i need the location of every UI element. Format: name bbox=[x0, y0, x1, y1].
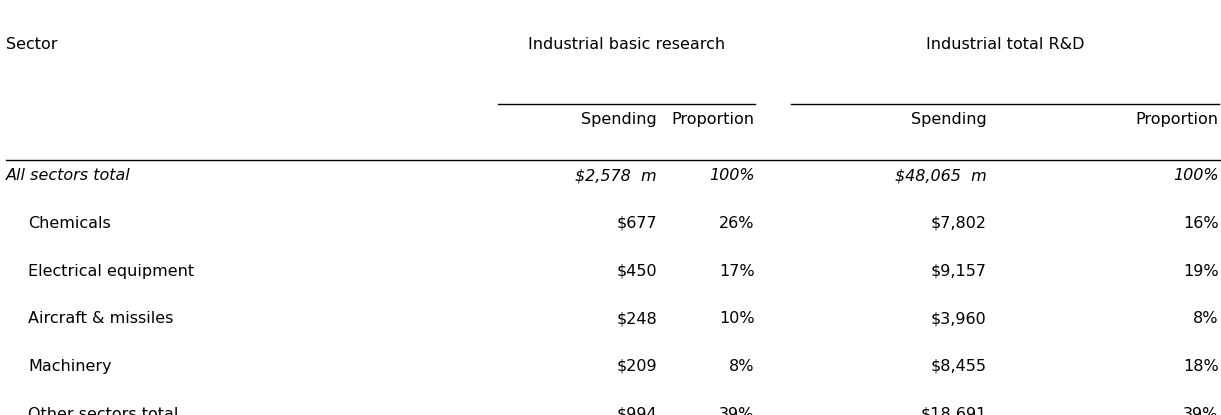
Text: $3,960: $3,960 bbox=[930, 311, 987, 326]
Text: Aircraft & missiles: Aircraft & missiles bbox=[28, 311, 173, 326]
Text: Proportion: Proportion bbox=[1136, 112, 1219, 127]
Text: 18%: 18% bbox=[1183, 359, 1219, 374]
Text: 16%: 16% bbox=[1183, 216, 1219, 231]
Text: $2,578  m: $2,578 m bbox=[575, 168, 657, 183]
Text: 39%: 39% bbox=[1183, 407, 1219, 415]
Text: 100%: 100% bbox=[1173, 168, 1219, 183]
Text: $209: $209 bbox=[617, 359, 657, 374]
Text: Spending: Spending bbox=[581, 112, 657, 127]
Text: Industrial basic research: Industrial basic research bbox=[527, 37, 725, 52]
Text: 100%: 100% bbox=[709, 168, 755, 183]
Text: 8%: 8% bbox=[729, 359, 755, 374]
Text: $48,065  m: $48,065 m bbox=[895, 168, 987, 183]
Text: $9,157: $9,157 bbox=[930, 264, 987, 278]
Text: 26%: 26% bbox=[719, 216, 755, 231]
Text: 10%: 10% bbox=[719, 311, 755, 326]
Text: $8,455: $8,455 bbox=[930, 359, 987, 374]
Text: $18,691: $18,691 bbox=[921, 407, 987, 415]
Text: 39%: 39% bbox=[719, 407, 755, 415]
Text: $994: $994 bbox=[617, 407, 657, 415]
Text: $7,802: $7,802 bbox=[930, 216, 987, 231]
Text: Spending: Spending bbox=[911, 112, 987, 127]
Text: Sector: Sector bbox=[6, 37, 57, 52]
Text: 19%: 19% bbox=[1183, 264, 1219, 278]
Text: Machinery: Machinery bbox=[28, 359, 111, 374]
Text: 8%: 8% bbox=[1193, 311, 1219, 326]
Text: Chemicals: Chemicals bbox=[28, 216, 111, 231]
Text: Industrial total R&D: Industrial total R&D bbox=[926, 37, 1084, 52]
Text: $248: $248 bbox=[617, 311, 657, 326]
Text: Proportion: Proportion bbox=[672, 112, 755, 127]
Text: $450: $450 bbox=[617, 264, 657, 278]
Text: $677: $677 bbox=[617, 216, 657, 231]
Text: All sectors total: All sectors total bbox=[6, 168, 131, 183]
Text: Other sectors total: Other sectors total bbox=[28, 407, 178, 415]
Text: 17%: 17% bbox=[719, 264, 755, 278]
Text: Electrical equipment: Electrical equipment bbox=[28, 264, 194, 278]
